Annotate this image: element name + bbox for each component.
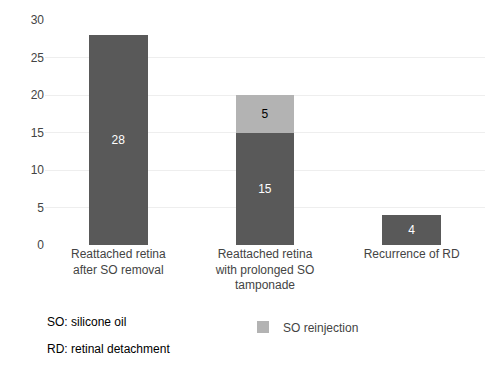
svg-text:SO reinjection: SO reinjection <box>283 321 358 335</box>
svg-text:0: 0 <box>37 238 44 252</box>
svg-text:Reattached retinaafter SO remo: Reattached retinaafter SO removal <box>71 247 166 277</box>
svg-text:SO: silicone oil: SO: silicone oil <box>47 315 126 329</box>
svg-text:10: 10 <box>31 163 45 177</box>
svg-text:25: 25 <box>31 51 45 65</box>
svg-text:15: 15 <box>258 182 272 196</box>
svg-text:5: 5 <box>262 107 269 121</box>
svg-text:30: 30 <box>31 13 45 27</box>
svg-text:5: 5 <box>37 201 44 215</box>
svg-text:28: 28 <box>111 133 125 147</box>
svg-text:Reattached retinawith prolonge: Reattached retinawith prolonged SOtampon… <box>215 247 315 292</box>
svg-text:Recurrence of RD: Recurrence of RD <box>364 247 460 261</box>
svg-text:15: 15 <box>31 126 45 140</box>
svg-text:RD: retinal detachment: RD: retinal detachment <box>47 342 170 356</box>
svg-text:20: 20 <box>31 88 45 102</box>
svg-text:4: 4 <box>408 223 415 237</box>
